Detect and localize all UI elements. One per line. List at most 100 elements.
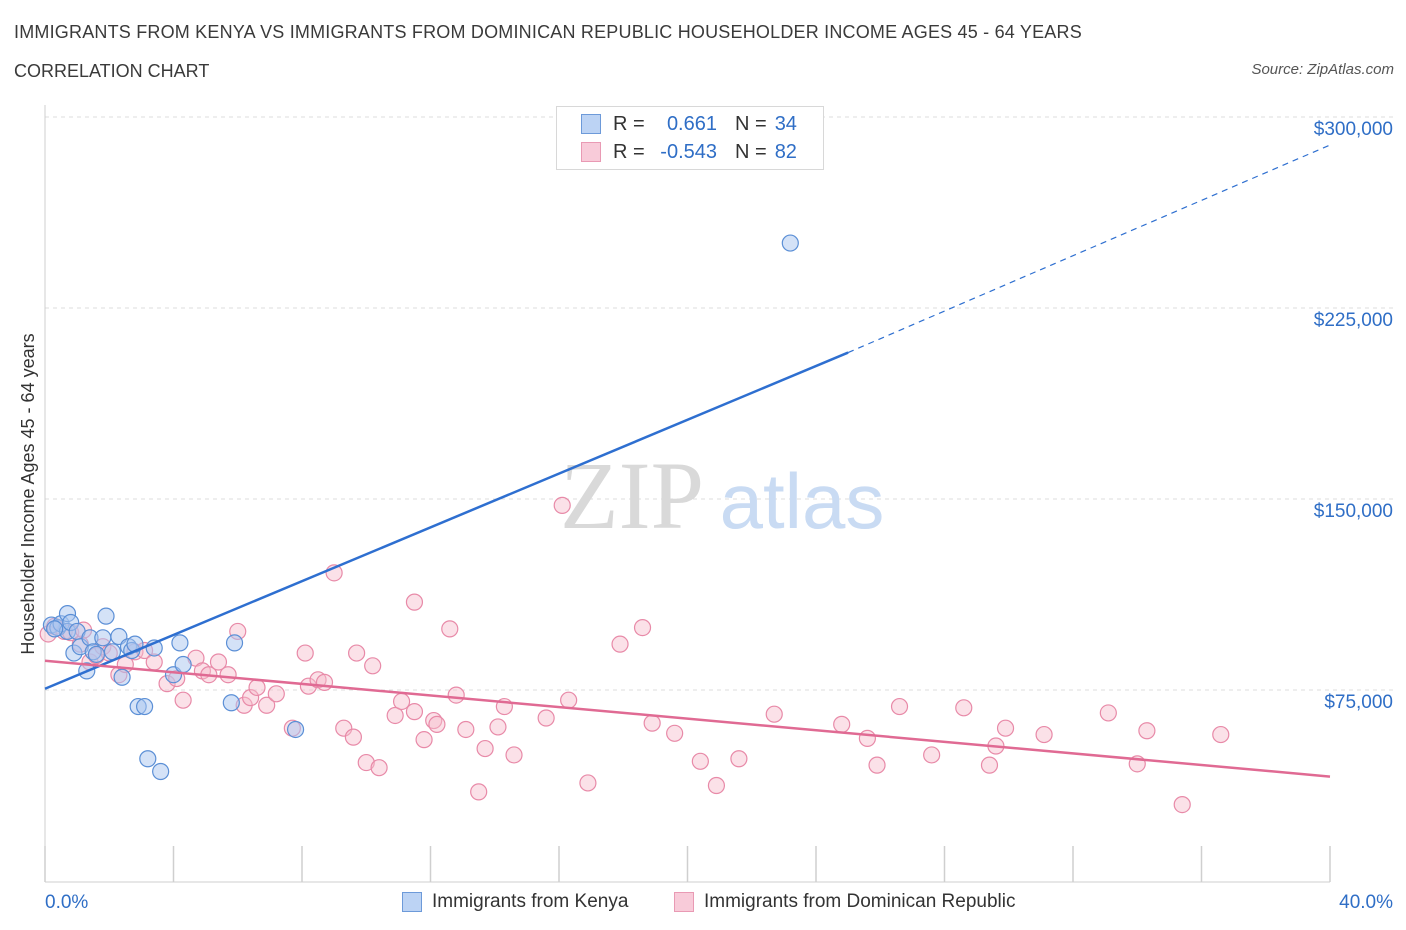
point-kenya <box>94 629 112 647</box>
zipatlas-watermark: ZIP atlas <box>560 442 884 549</box>
point-kenya <box>46 620 64 638</box>
x-tick-label-max: 40.0% <box>1339 892 1393 913</box>
point-dominican <box>505 746 523 764</box>
point-kenya <box>225 634 244 652</box>
legend-n-label: N = <box>735 140 767 163</box>
point-dominican <box>258 696 276 714</box>
point-dominican <box>858 729 877 747</box>
point-kenya <box>286 720 305 739</box>
point-dominican <box>996 719 1015 737</box>
point-dominican <box>386 706 404 725</box>
legend-row-kenya: R = 0.661 N = 34 <box>581 112 797 136</box>
point-dominican <box>476 739 494 758</box>
point-dominican <box>457 720 475 739</box>
legend-r-label: R = <box>613 140 645 163</box>
series-legend-dominican: Immigrants from Dominican Republic <box>674 889 1016 915</box>
point-dominican <box>666 724 684 742</box>
point-kenya <box>171 634 189 652</box>
point-dominican <box>470 783 488 801</box>
point-dominican <box>447 686 465 704</box>
point-kenya <box>135 697 154 716</box>
point-dominican <box>489 718 507 736</box>
series-legend-swatch-dominican <box>674 892 694 912</box>
point-kenya <box>174 655 192 674</box>
chart-title: IMMIGRANTS FROM KENYA VS IMMIGRANTS FROM… <box>14 22 1082 42</box>
point-dominican <box>428 715 446 733</box>
trend-line-kenya <box>44 351 849 690</box>
point-dominican <box>315 673 334 691</box>
point-dominican <box>296 644 314 662</box>
point-dominican <box>405 593 424 611</box>
point-dominican <box>868 756 886 774</box>
point-dominican <box>370 759 388 777</box>
legend-n-value-kenya: 34 <box>774 112 797 135</box>
watermark-zip: ZIP <box>560 442 704 549</box>
point-dominican <box>560 691 578 709</box>
axes <box>44 105 1331 883</box>
point-dominican <box>1035 725 1053 744</box>
point-dominican <box>611 635 629 653</box>
y-tick-label: $300,000 <box>1314 119 1393 140</box>
point-dominican <box>348 644 366 662</box>
point-dominican <box>890 697 909 716</box>
point-dominican <box>1173 795 1191 814</box>
correlation-legend: R = 0.661 N = 34 R = -0.543 N = 82 <box>556 106 824 170</box>
series-legend-label-kenya: Immigrants from Kenya <box>432 891 629 912</box>
point-dominican <box>364 657 382 675</box>
point-kenya <box>139 750 157 768</box>
point-dominican <box>441 620 459 638</box>
point-dominican <box>633 619 652 637</box>
x-tick-labels: 0.0% 40.0% <box>45 892 1393 913</box>
point-dominican <box>242 689 260 707</box>
point-dominican <box>357 753 375 772</box>
point-dominican <box>980 756 999 774</box>
point-dominican <box>344 728 362 746</box>
trend-line-dominican <box>44 659 1331 778</box>
legend-row-dominican: R = -0.543 N = 82 <box>581 140 797 164</box>
point-dominican <box>955 699 973 717</box>
y-tick-labels: $75,000 $150,000 $225,000 $300,000 <box>1314 119 1393 713</box>
watermark-atlas: atlas <box>720 457 885 545</box>
point-dominican <box>405 703 424 721</box>
legend-swatch-kenya <box>581 114 601 134</box>
legend-n-value-dominican: 82 <box>774 140 797 163</box>
series-legend-label-dominican: Immigrants from Dominican Republic <box>704 891 1016 912</box>
legend-r-value-kenya: 0.661 <box>666 112 717 135</box>
legend-r-label: R = <box>613 112 645 135</box>
legend-r-value-dominican: -0.543 <box>660 140 717 163</box>
point-dominican <box>553 496 571 514</box>
point-dominican <box>415 731 433 749</box>
series-kenya-points <box>42 234 799 781</box>
point-dominican <box>1138 722 1156 740</box>
trend-lines <box>44 144 1331 778</box>
trend-line-kenya-projection <box>847 144 1331 354</box>
legend-swatch-dominican <box>581 142 601 162</box>
point-dominican <box>730 750 748 768</box>
y-tick-label: $75,000 <box>1324 692 1393 713</box>
point-kenya <box>113 668 131 686</box>
point-dominican <box>209 653 228 671</box>
point-kenya <box>87 645 106 663</box>
source-credit: Source: ZipAtlas.com <box>1251 61 1394 78</box>
point-dominican <box>707 776 726 795</box>
y-tick-label: $225,000 <box>1314 310 1393 331</box>
y-axis-label: Householder Income Ages 45 - 64 years <box>18 333 38 654</box>
series-legend-swatch-kenya <box>402 892 422 912</box>
point-dominican <box>579 774 597 792</box>
legend-n-label: N = <box>735 112 767 135</box>
point-dominican <box>248 678 266 697</box>
point-kenya <box>222 694 240 712</box>
x-tick-label-min: 0.0% <box>45 892 88 913</box>
point-kenya <box>781 234 799 252</box>
series-legend-kenya: Immigrants from Kenya <box>402 889 628 915</box>
point-dominican <box>219 666 237 684</box>
y-tick-label: $150,000 <box>1314 501 1393 522</box>
point-dominican <box>833 715 851 733</box>
point-dominican <box>765 705 783 723</box>
point-kenya <box>97 607 115 625</box>
point-dominican <box>1212 725 1230 744</box>
point-dominican <box>537 709 555 727</box>
point-dominican <box>174 691 192 709</box>
point-dominican <box>691 752 709 770</box>
